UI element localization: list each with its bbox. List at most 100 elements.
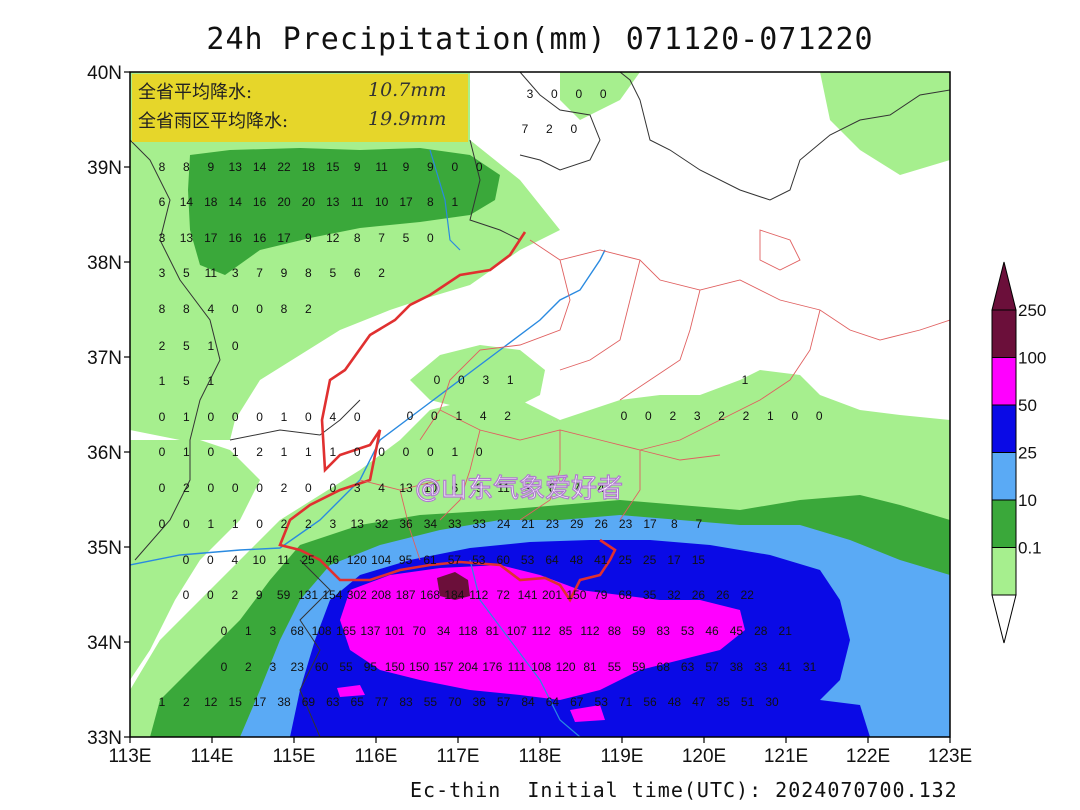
grid-value: 72 [497, 588, 511, 602]
grid-value: 1 [767, 409, 774, 423]
grid-value: 9 [305, 231, 312, 245]
grid-value: 0 [183, 588, 190, 602]
y-tick-label: 40N [87, 63, 122, 84]
grid-value: 0 [159, 410, 166, 424]
grid-value: 0 [183, 553, 190, 567]
y-tick-label: 37N [87, 348, 122, 369]
grid-value: 2 [281, 481, 288, 495]
grid-value: 187 [396, 588, 416, 602]
grid-value: 25 [643, 553, 657, 567]
grid-value: 41 [779, 660, 793, 674]
grid-value: 31 [803, 660, 817, 674]
stat-value-1: 19.9mm [368, 108, 446, 130]
grid-value: 14 [180, 195, 194, 209]
grid-value: 26 [595, 517, 609, 531]
grid-value: 51 [741, 695, 755, 709]
grid-value: 0 [221, 660, 228, 674]
grid-value: 8 [305, 266, 312, 280]
grid-value: 0 [305, 481, 312, 495]
grid-value: 59 [632, 624, 646, 638]
legend-level-label: 100 [1018, 349, 1046, 368]
grid-value: 4 [329, 410, 336, 424]
grid-value: 33 [448, 517, 462, 531]
grid-value: 6 [451, 481, 458, 495]
grid-value: 12 [326, 231, 340, 245]
grid-value: 9 [427, 160, 434, 174]
province-line-west [130, 139, 221, 561]
grid-value: 28 [754, 624, 768, 638]
grid-value: 55 [339, 660, 353, 674]
grid-value: 45 [730, 624, 744, 638]
grid-value: 3 [329, 517, 336, 531]
grid-value: 0 [329, 481, 336, 495]
province-line-north [469, 139, 521, 241]
grid-value: 1 [159, 374, 166, 388]
legend-swatch [991, 357, 1017, 406]
grid-value: 8 [671, 517, 678, 531]
grid-value: 69 [302, 695, 316, 709]
grid-value: 4 [480, 409, 487, 423]
grid-value: 5 [403, 231, 410, 245]
grid-value: 35 [717, 695, 731, 709]
grid-value: 59 [277, 588, 291, 602]
grid-value: 21 [521, 517, 535, 531]
x-tick-label: 113E [109, 746, 152, 767]
grid-value: 34 [437, 624, 451, 638]
precip-field-100-small [337, 685, 365, 697]
precip-field-0.1-northeast [820, 72, 950, 175]
grid-value: 204 [458, 660, 478, 674]
grid-value: 0 [354, 445, 361, 459]
grid-value: 208 [371, 588, 391, 602]
grid-value: 67 [570, 695, 584, 709]
grid-value: 18 [302, 160, 316, 174]
stat-label-1: 全省雨区平均降水: [138, 111, 288, 132]
grid-value: 9 [207, 160, 214, 174]
grid-value: 16 [253, 195, 267, 209]
grid-value: 17 [399, 195, 413, 209]
grid-value: 95 [399, 553, 413, 567]
grid-value: 0 [232, 481, 239, 495]
x-tick-label: 116E [355, 746, 398, 767]
grid-value: 0 [207, 410, 214, 424]
grid-value: 2 [743, 409, 750, 423]
y-tick-label: 36N [87, 443, 122, 464]
stat-label-0: 全省平均降水: [138, 82, 252, 103]
grid-value: 36 [473, 695, 487, 709]
grid-value: 0 [645, 409, 652, 423]
river-north [429, 149, 461, 251]
coastline-2 [519, 72, 601, 171]
grid-value: 201 [542, 588, 562, 602]
grid-value: 101 [385, 624, 405, 638]
grid-value: 137 [360, 624, 380, 638]
legend-level-label: 50 [1018, 396, 1037, 415]
grid-value: 0 [431, 409, 438, 423]
grid-value: 157 [434, 660, 454, 674]
grid-value: 11 [277, 553, 290, 567]
grid-value: 2 [281, 517, 288, 531]
grid-value: 1 [207, 339, 214, 353]
grid-value: 120 [556, 660, 576, 674]
grid-value: 22 [277, 160, 291, 174]
grid-value: 2 [305, 302, 312, 316]
grid-value: 26 [716, 588, 730, 602]
grid-value: 60 [497, 553, 511, 567]
axes: 113E 114E 115E 116E 117E 118E 119E 120E 121E 122E… [87, 63, 972, 767]
grid-value: 150 [385, 660, 405, 674]
grid-value: 35 [643, 588, 657, 602]
grid-value: 71 [619, 695, 633, 709]
grid-value: 4 [231, 553, 238, 567]
grid-value: 2 [669, 409, 676, 423]
grid-value: 65 [351, 695, 365, 709]
grid-value: 118 [458, 624, 477, 638]
grid-value: 0 [791, 409, 798, 423]
grid-value: 1 [742, 373, 749, 387]
grid-value: 23 [546, 517, 560, 531]
grid-value: 38 [277, 695, 291, 709]
grid-value: 2 [183, 695, 190, 709]
grid-value: 9 [281, 266, 288, 280]
precip-field-100 [340, 565, 745, 700]
grid-value: 2 [718, 409, 725, 423]
x-tick-label: 114E [191, 746, 234, 767]
precip-field-0.1-shandong [410, 345, 545, 410]
